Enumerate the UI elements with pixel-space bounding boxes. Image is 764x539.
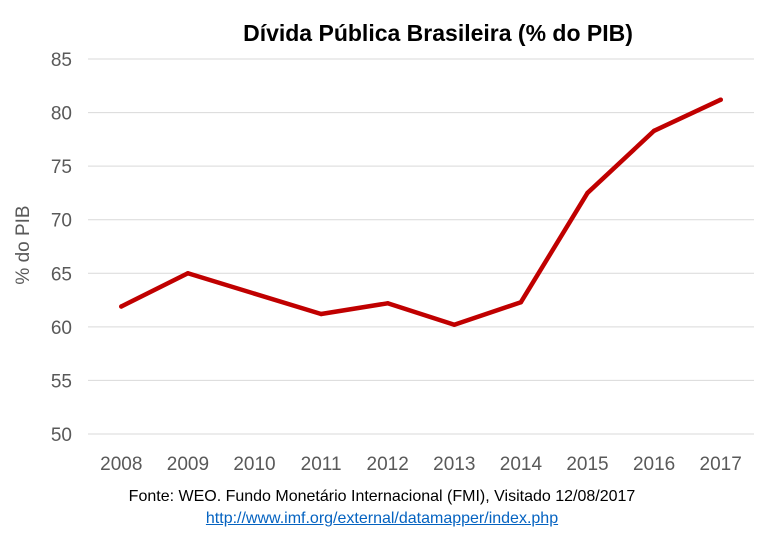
y-tick-label: 60 [51,318,72,339]
data-point [119,304,124,309]
x-tick-label: 2017 [700,454,742,475]
x-tick-label: 2009 [167,454,209,475]
series-line [119,97,723,327]
x-tick-label: 2014 [500,454,543,475]
line-chart: Dívida Pública Brasileira (% do PIB) 505… [13,20,754,475]
x-tick-label: 2016 [633,454,675,475]
data-point [585,190,590,196]
y-axis-ticks: 50 55 60 65 70 75 80 85 [51,50,72,446]
x-tick-label: 2008 [100,454,142,475]
x-axis-ticks: 2008 2009 2010 2011 2012 2013 2014 2015 2016 2017 [100,454,742,475]
x-tick-label: 2013 [433,454,475,475]
x-tick-label: 2015 [566,454,608,475]
source-link-row: http://www.imf.org/external/datamapper/i… [0,510,764,528]
data-point [718,97,723,102]
data-point [518,300,524,305]
data-point [385,301,390,306]
source-note: Fonte: WEO. Fundo Monetário Internaciona… [128,488,636,505]
data-point [252,291,257,296]
y-axis-label: % do PIB [13,205,34,284]
y-tick-label: 65 [51,264,72,285]
data-point [318,311,324,317]
x-tick-label: 2012 [367,454,409,475]
y-tick-label: 55 [51,371,72,392]
gridlines [88,58,754,435]
data-point [185,271,191,276]
y-tick-label: 75 [51,157,72,178]
x-tick-label: 2011 [301,454,342,475]
y-tick-label: 70 [51,211,72,232]
chart-title: Dívida Pública Brasileira (% do PIB) [243,20,633,46]
y-tick-label: 50 [51,425,72,446]
data-point [452,322,457,327]
series-layer [119,97,723,327]
x-tick-label: 2010 [233,454,275,475]
y-tick-label: 85 [51,50,72,71]
source-link[interactable]: http://www.imf.org/external/datamapper/i… [205,510,559,527]
y-tick-label: 80 [51,104,72,125]
data-point [651,128,657,133]
